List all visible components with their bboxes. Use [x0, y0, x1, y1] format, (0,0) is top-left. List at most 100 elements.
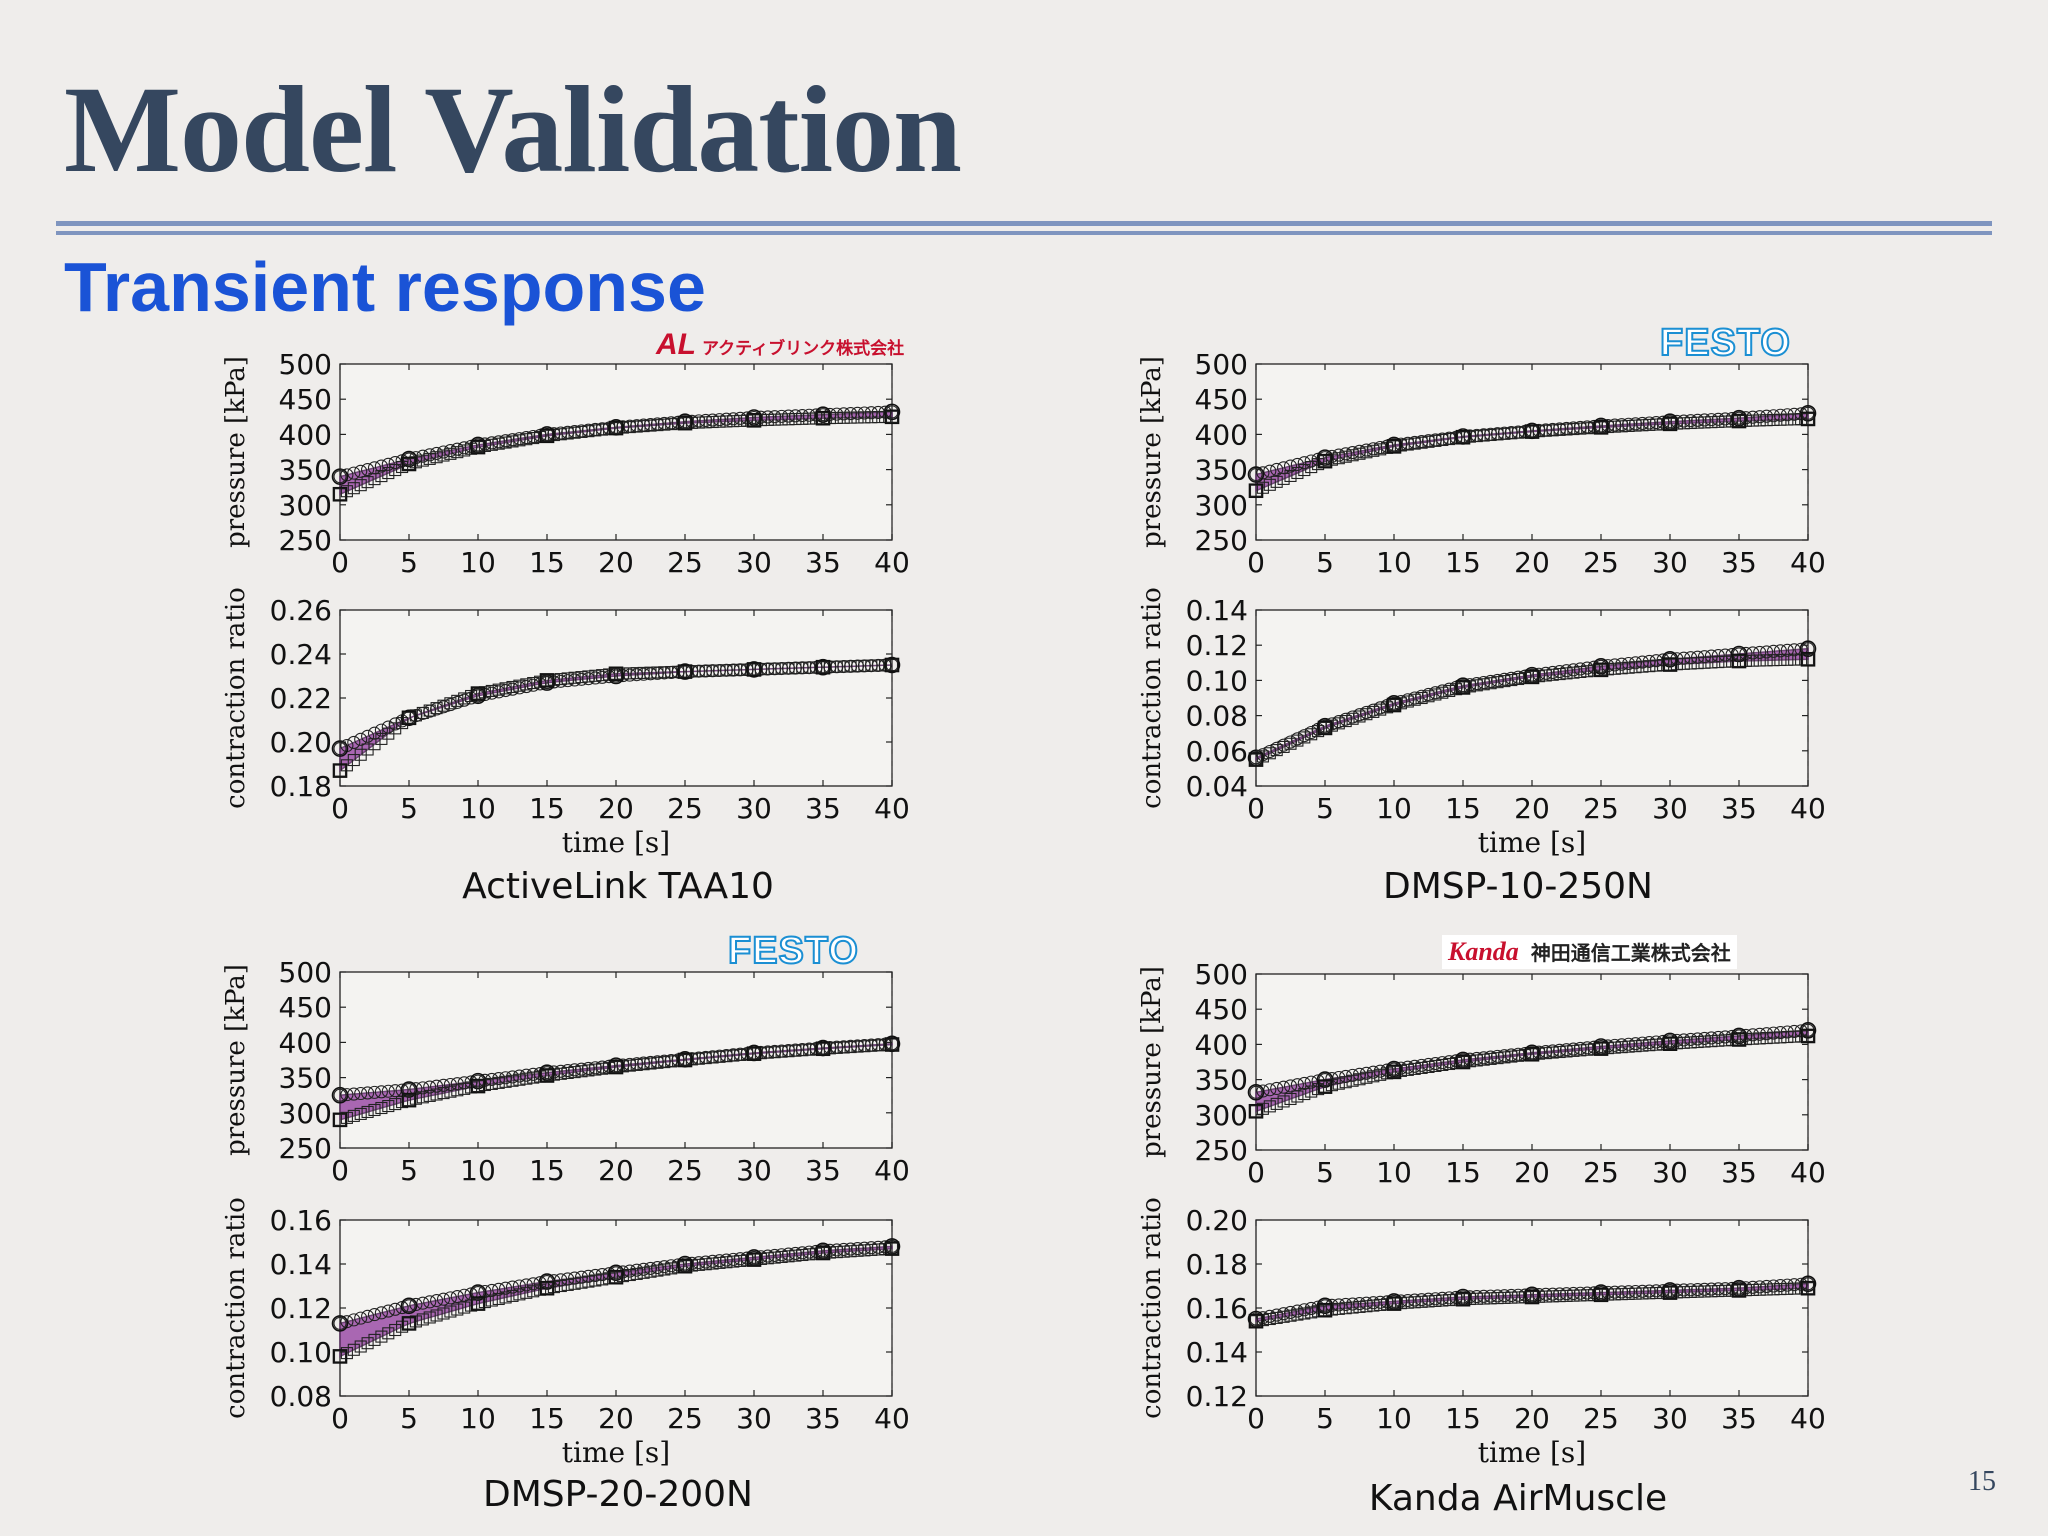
p0-s1-series-lower-point [858, 659, 871, 672]
p2-s0-series-lower-point [844, 1040, 857, 1054]
p3-s0-series-lower-point [1270, 1097, 1283, 1110]
p3-s0-series-lower-point [1663, 1037, 1677, 1050]
p2-s1-series-lower-point [678, 1260, 692, 1273]
p1-s1-xtick-label: 5 [1316, 792, 1334, 825]
p1-s1-series-lower-point [1560, 667, 1573, 680]
p0-s0-series-lower-point [609, 422, 623, 435]
p1-s0-series-upper-point [1283, 459, 1298, 473]
p2-s1-series-lower-point [458, 1301, 471, 1314]
p2-s1-ytick-label: 0.16 [270, 1204, 332, 1237]
p0-s1-series-lower-point [803, 661, 816, 674]
p3-s0-series-upper-point [1283, 1079, 1298, 1093]
p1-s0-ytick-label: 300 [1195, 489, 1248, 522]
p3-s1-series-lower-point [1477, 1292, 1490, 1305]
p1-s1-series-lower-point [1760, 654, 1773, 667]
p3-s0-series-lower-datapoint [1455, 1054, 1471, 1070]
p2-s0-series-lower-point [513, 1073, 526, 1086]
p2-s1-series-upper-point [347, 1313, 361, 1327]
p0-s0-series-lower-point [347, 482, 360, 495]
p2-s0-series-lower-point [554, 1067, 567, 1080]
p3-s0-series-upper-datapoint [1247, 1083, 1265, 1101]
p1-s1-xlabel: time [s] [1478, 826, 1586, 859]
p3-s0-series-lower-point [1594, 1042, 1608, 1055]
kanda-logo: Kanda 神田通信工業株式会社 [1442, 935, 1737, 969]
p0-s1-series-lower-point [444, 697, 457, 710]
p0-s0-series-lower-point [333, 488, 347, 501]
p1-s1-series-lower-datapoint [1662, 657, 1678, 672]
p1-s0-series-lower-point [1291, 466, 1304, 480]
p2-s0-series-lower-point [865, 1039, 878, 1052]
p2-s0-series-upper-point [402, 1083, 416, 1097]
p1-s1-series-lower-point [1443, 684, 1456, 698]
p1-s1-series-upper-datapoint [1592, 658, 1610, 675]
p3-s0-series-lower-point [1263, 1100, 1276, 1113]
p1-s0-series-lower-point [1525, 425, 1539, 438]
p0-s0-series-upper-point [333, 470, 347, 484]
p2-s1-series-upper-datapoint [331, 1315, 349, 1332]
p1-s0-xtick-label: 5 [1316, 546, 1334, 579]
p3-s1-series-lower-point [1339, 1302, 1352, 1315]
p3-s1-series-lower-point [1305, 1306, 1318, 1319]
p1-s1-xtick-label: 25 [1583, 792, 1619, 825]
p2-s0-series-lower-point [775, 1045, 788, 1058]
p1-s1-series-lower-point [1422, 690, 1435, 703]
p1-s0-series-lower-point [1443, 432, 1456, 446]
p3-s1-xtick-label: 35 [1721, 1402, 1757, 1435]
p0-s0-series-lower-point [568, 426, 581, 439]
p3-s1-ylabel: contraction ratio [1137, 1197, 1167, 1419]
p1-s1-series-lower-point [1581, 665, 1594, 678]
p2-s0-ytick-label: 250 [279, 1132, 332, 1165]
p3-s1-series-lower [1248, 1280, 1816, 1329]
p3-s1-series-lower-point [1643, 1287, 1656, 1300]
slide-title: Model Validation [64, 61, 962, 198]
p0-s1-series-lower-point [796, 661, 809, 674]
p2-s1-series-upper-point [499, 1281, 513, 1295]
p0-s1-series-lower-point [844, 660, 857, 673]
p3-s0-series-lower-datapoint [1386, 1064, 1402, 1080]
p2-s0-series-lower-point [354, 1107, 367, 1120]
p0-s1-series-lower-point [865, 659, 878, 672]
p3-s1-series-lower-point [1291, 1308, 1304, 1321]
activelink-logo-text: アクティブリンク株式会社 [702, 339, 905, 358]
p1-s0-series-lower-point [1663, 417, 1677, 430]
p3-s0-series-lower [1248, 1028, 1816, 1119]
p0-s1-series-lower-datapoint [332, 763, 348, 778]
p3-s0-series-lower-point [1801, 1029, 1815, 1043]
p3-s1-series-lower-point [1401, 1296, 1414, 1309]
p0-s0-series-lower-point [402, 457, 416, 471]
p0-s0-series-lower-point [761, 413, 774, 426]
p2-s0-series-lower-datapoint [884, 1037, 900, 1052]
p1-s0-series-lower-point [1491, 428, 1504, 441]
p3-s0-ytick-label: 300 [1195, 1099, 1248, 1132]
p3-s1-series-lower-point [1581, 1289, 1594, 1302]
p3-s0-series-lower-point [1781, 1030, 1794, 1044]
p1-s1-series-lower-point [1498, 675, 1511, 688]
p2-s1-ytick-label: 0.10 [270, 1336, 332, 1369]
p0-s1-series-lower-point [637, 666, 650, 679]
p0-s0-series-lower-point [885, 410, 899, 423]
p0-s1-series-lower-point [706, 664, 719, 677]
p0-s0-series-lower-point [734, 414, 747, 427]
p2-s0-ytick-label: 300 [279, 1097, 332, 1130]
p0-s1-series-lower-datapoint [815, 659, 831, 675]
p0-s0-series-lower-point [499, 436, 512, 449]
p1-s0-series-lower-point [1753, 414, 1766, 427]
p1-s0-series-lower-point [1353, 447, 1366, 460]
p1-s0-series-upper-datapoint [1730, 409, 1748, 427]
p0-s1-series-upper-point [381, 720, 395, 734]
p2-s1-series-lower-point [430, 1309, 443, 1322]
p1-s1-series-lower-point [1277, 740, 1290, 753]
p1-s0-series-lower-point [1277, 472, 1290, 485]
p3-s0-series-lower-point [1429, 1059, 1442, 1072]
p1-s1-series-lower-point [1415, 691, 1428, 705]
p1-s0-xtick-label: 20 [1514, 546, 1550, 579]
p2-s1-series-lower-point [816, 1246, 830, 1260]
p1-s0-series-lower-point [1581, 422, 1594, 435]
p0-s0-series-upper-datapoint [814, 406, 832, 423]
p3-s0-series-lower-point [1622, 1040, 1635, 1053]
p1-s1-series-upper-point [1711, 649, 1725, 663]
p2-s0-xtick-label: 40 [874, 1154, 910, 1187]
p0-s1-series-lower-point [713, 664, 726, 677]
p1-s0-series-lower-point [1332, 452, 1345, 465]
p2-s1-xtick-label: 10 [460, 1402, 496, 1435]
